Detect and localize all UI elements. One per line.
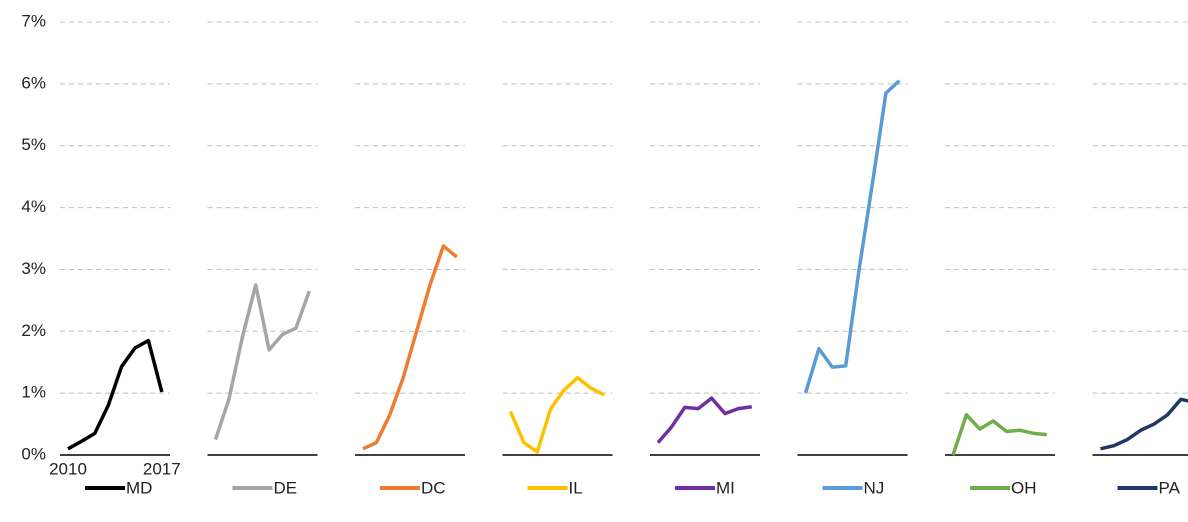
y-tick-label: 2% (21, 321, 46, 340)
series-line (1100, 397, 1188, 451)
y-tick-label: 4% (21, 197, 46, 216)
legend-label: OH (1011, 478, 1037, 497)
y-tick-label: 5% (21, 135, 46, 154)
series-line (508, 375, 606, 454)
y-tick-label: 6% (21, 73, 46, 92)
series-line (213, 283, 311, 441)
legend-label: PA (1159, 478, 1181, 497)
legend-label: MD (126, 478, 152, 497)
legend-label: MI (716, 478, 735, 497)
legend-label: IL (569, 478, 583, 497)
series-line (362, 244, 458, 451)
series-line (803, 79, 901, 394)
series-line (951, 413, 1047, 456)
y-tick-label: 1% (21, 383, 46, 402)
legend-label: DE (274, 478, 298, 497)
legend-label: DC (421, 478, 446, 497)
y-tick-label: 3% (21, 259, 46, 278)
x-tick-label: 2017 (143, 459, 181, 478)
y-tick-label: 7% (21, 11, 46, 30)
x-tick-label: 2010 (49, 459, 87, 478)
series-line (656, 396, 753, 444)
series-line (67, 338, 164, 451)
legend-label: NJ (864, 478, 885, 497)
y-tick-label: 0% (21, 444, 46, 463)
